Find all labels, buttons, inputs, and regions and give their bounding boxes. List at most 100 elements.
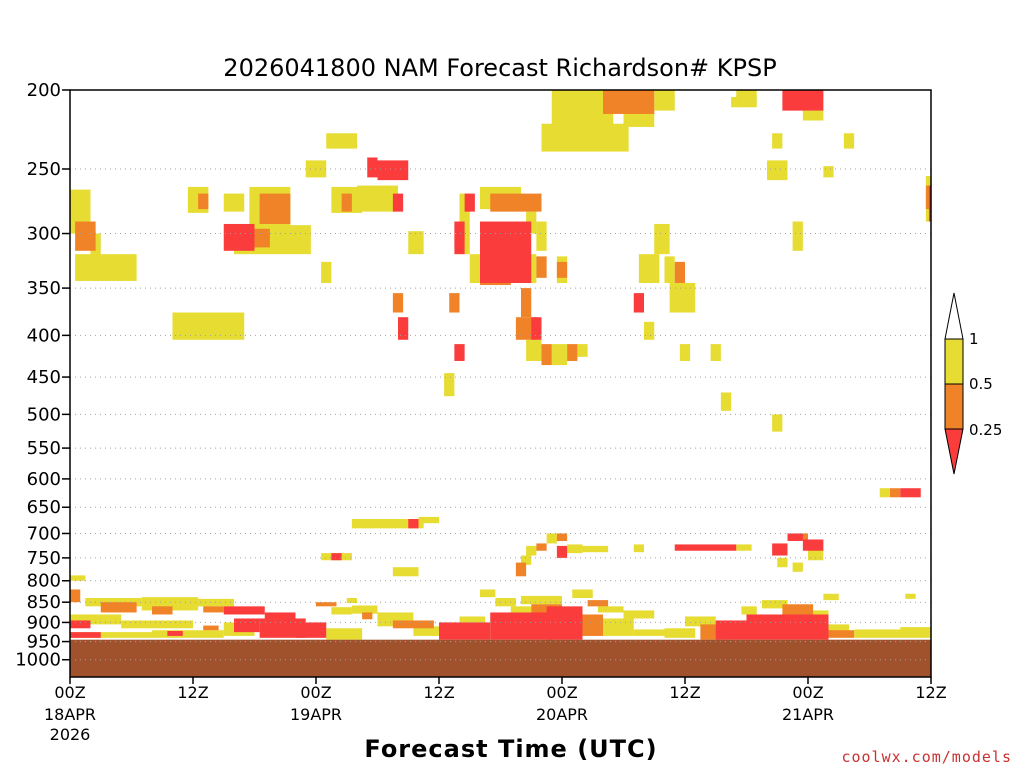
legend-label: 1 — [969, 330, 979, 348]
ri-cell — [193, 598, 234, 607]
ri-cell — [746, 614, 829, 640]
legend-swatch-05-1 — [944, 338, 964, 385]
x-tick-label: 12Z — [423, 683, 454, 702]
ri-cell — [767, 160, 788, 181]
x-tick-date: 20APR — [536, 705, 588, 724]
ri-cell — [392, 567, 419, 577]
y-tick-label: 800 — [27, 571, 61, 592]
ri-cell — [654, 90, 675, 111]
ri-cell — [685, 616, 716, 627]
ri-cell — [377, 160, 409, 181]
ri-cell — [669, 283, 696, 313]
ri-cell — [777, 557, 788, 568]
ground-fill — [70, 639, 931, 677]
ri-cell — [275, 225, 311, 255]
y-tick-label: 950 — [27, 632, 61, 653]
x-tick-label: 00Z — [546, 683, 577, 702]
ri-cell — [567, 544, 583, 554]
x-tick-date: 19APR — [290, 705, 342, 724]
gridlines — [70, 168, 931, 661]
ri-cell — [85, 598, 142, 607]
ri-cell — [828, 630, 855, 638]
credit-link[interactable]: coolwx.com/models — [841, 748, 1012, 766]
ri-cell — [603, 90, 655, 114]
ri-cell — [515, 562, 527, 577]
ri-cell — [531, 317, 542, 340]
ri-cell — [674, 544, 737, 551]
ri-cell — [449, 293, 460, 313]
ri-cell — [264, 612, 296, 621]
ri-cell — [351, 519, 424, 529]
ri-cell — [70, 632, 152, 638]
ri-cell — [500, 186, 521, 199]
ri-cell — [843, 133, 855, 149]
ri-cell — [341, 193, 352, 212]
legend-swatch-025-05 — [944, 383, 964, 430]
ri-cell — [351, 605, 378, 614]
ri-cell — [541, 344, 552, 366]
ri-cell — [331, 607, 352, 615]
ri-cell — [644, 321, 655, 340]
chart-title: 2026041800 NAM Forecast Richardson# KPSP — [223, 54, 776, 82]
ri-cell — [792, 562, 803, 572]
x-tick-label: 00Z — [792, 683, 823, 702]
ri-cell — [510, 606, 532, 613]
ri-cell — [782, 90, 824, 111]
ri-cell — [413, 626, 439, 636]
ri-cell — [556, 261, 568, 278]
ri-cell — [772, 543, 788, 556]
y-tick-label: 500 — [27, 404, 61, 425]
y-tick-label: 350 — [27, 278, 61, 299]
ri-cell — [710, 344, 721, 361]
ri-cell — [654, 223, 670, 255]
ri-cell — [928, 185, 931, 222]
y-tick-label: 450 — [27, 367, 61, 388]
ri-cell — [392, 620, 434, 629]
ri-cell — [772, 414, 783, 432]
ri-cell — [823, 624, 849, 635]
ri-cell — [736, 544, 752, 551]
ri-cell — [70, 632, 101, 638]
ri-cell — [121, 620, 193, 629]
ri-cell — [772, 133, 783, 149]
ri-cell — [900, 488, 921, 498]
legend-swatch-lt025 — [944, 428, 964, 475]
ri-cell — [638, 254, 660, 284]
ri-cell — [70, 614, 122, 625]
ri-cell — [408, 231, 424, 255]
ri-cell — [259, 618, 306, 638]
ri-cell — [536, 543, 547, 551]
y-tick-label: 600 — [27, 469, 61, 490]
ri-cell — [152, 606, 173, 615]
ri-cell — [674, 261, 685, 284]
ri-cell — [70, 620, 91, 629]
ri-cell — [546, 606, 583, 640]
ri-cell — [761, 600, 788, 609]
ri-cell — [444, 373, 455, 397]
y-tick-label: 300 — [27, 224, 61, 245]
legend-label: 0.5 — [969, 375, 993, 393]
ri-cell — [567, 344, 578, 361]
ri-cell — [633, 544, 644, 553]
ri-cell — [70, 575, 86, 581]
ri-cell — [167, 630, 183, 636]
ri-cell — [854, 629, 931, 638]
ri-cell — [316, 602, 337, 607]
ri-cell — [603, 618, 634, 636]
ri-cell — [526, 339, 542, 361]
ri-cell — [633, 629, 675, 636]
ri-cell — [808, 548, 824, 561]
ri-cell — [223, 193, 245, 212]
ri-cell — [408, 519, 419, 529]
ri-cell — [70, 589, 81, 603]
ri-cell — [459, 616, 486, 623]
ri-cell — [741, 606, 757, 615]
data-cells — [70, 90, 931, 640]
ri-cell — [879, 488, 890, 498]
ri-cell — [152, 630, 224, 638]
ri-cell — [331, 553, 342, 561]
ri-cell — [480, 589, 496, 598]
x-tick-label: 00Z — [54, 683, 85, 702]
y-tick-label: 550 — [27, 438, 61, 459]
